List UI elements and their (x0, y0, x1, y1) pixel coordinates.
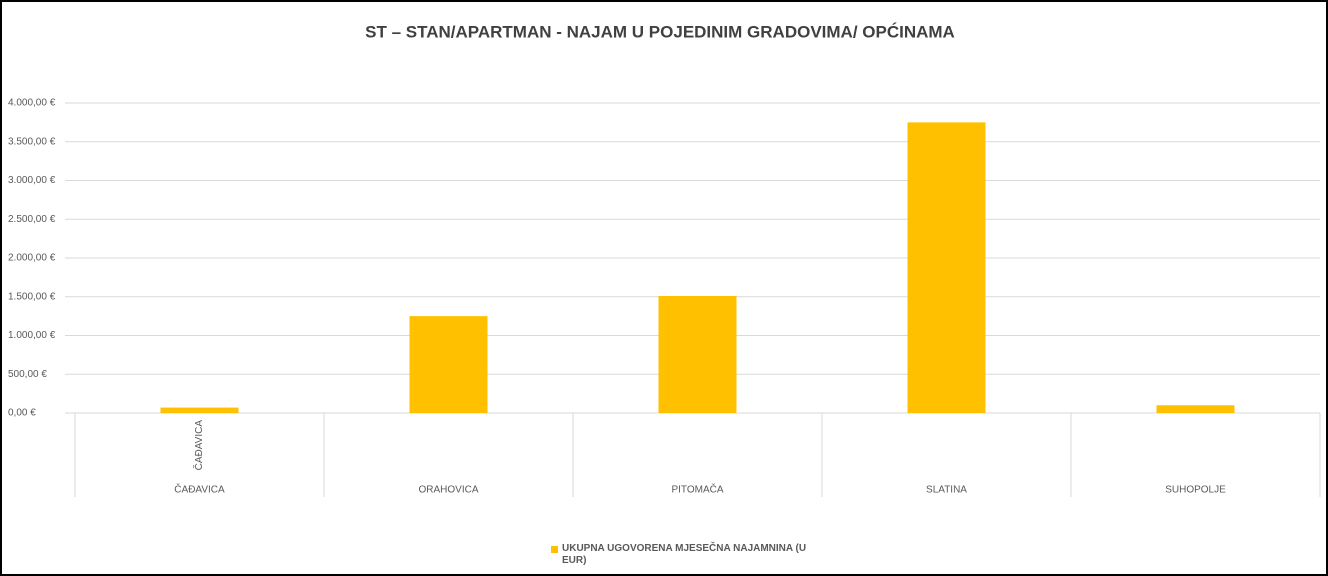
x-tick-label: ORAHOVICA (418, 485, 478, 496)
x-tick-label: SLATINA (926, 485, 967, 496)
x-tick-label: PITOMAČA (671, 483, 723, 496)
y-tick-label: 2.500,00 € (8, 214, 56, 225)
chart-title: ST – STAN/APARTMAN - NAJAM U POJEDINIM G… (365, 22, 955, 41)
x-tick-label: SUHOPOLJE (1165, 485, 1226, 496)
y-tick-label: 3.500,00 € (8, 136, 56, 147)
legend-label: UKUPNA UGOVORENA MJESEČNA NAJAMNINA (U E… (562, 543, 807, 566)
x-sub-label: ČAĐAVICA (192, 420, 205, 471)
y-tick-label: 1.500,00 € (8, 291, 56, 302)
bar (160, 407, 239, 413)
bar (1156, 405, 1235, 413)
y-tick-label: 2.000,00 € (8, 253, 56, 264)
y-tick-label: 1.000,00 € (8, 330, 56, 341)
legend-swatch (551, 546, 558, 553)
y-tick-label: 0,00 € (8, 408, 36, 419)
bar (907, 122, 986, 413)
legend: UKUPNA UGOVORENA MJESEČNA NAJAMNINA (U E… (551, 543, 832, 567)
bar (409, 316, 488, 413)
bar (658, 295, 737, 413)
x-tick-label: ČAĐAVICA (174, 483, 225, 496)
y-tick-label: 4.000,00 € (8, 98, 56, 109)
y-tick-label: 500,00 € (8, 369, 47, 380)
y-tick-label: 3.000,00 € (8, 175, 56, 186)
